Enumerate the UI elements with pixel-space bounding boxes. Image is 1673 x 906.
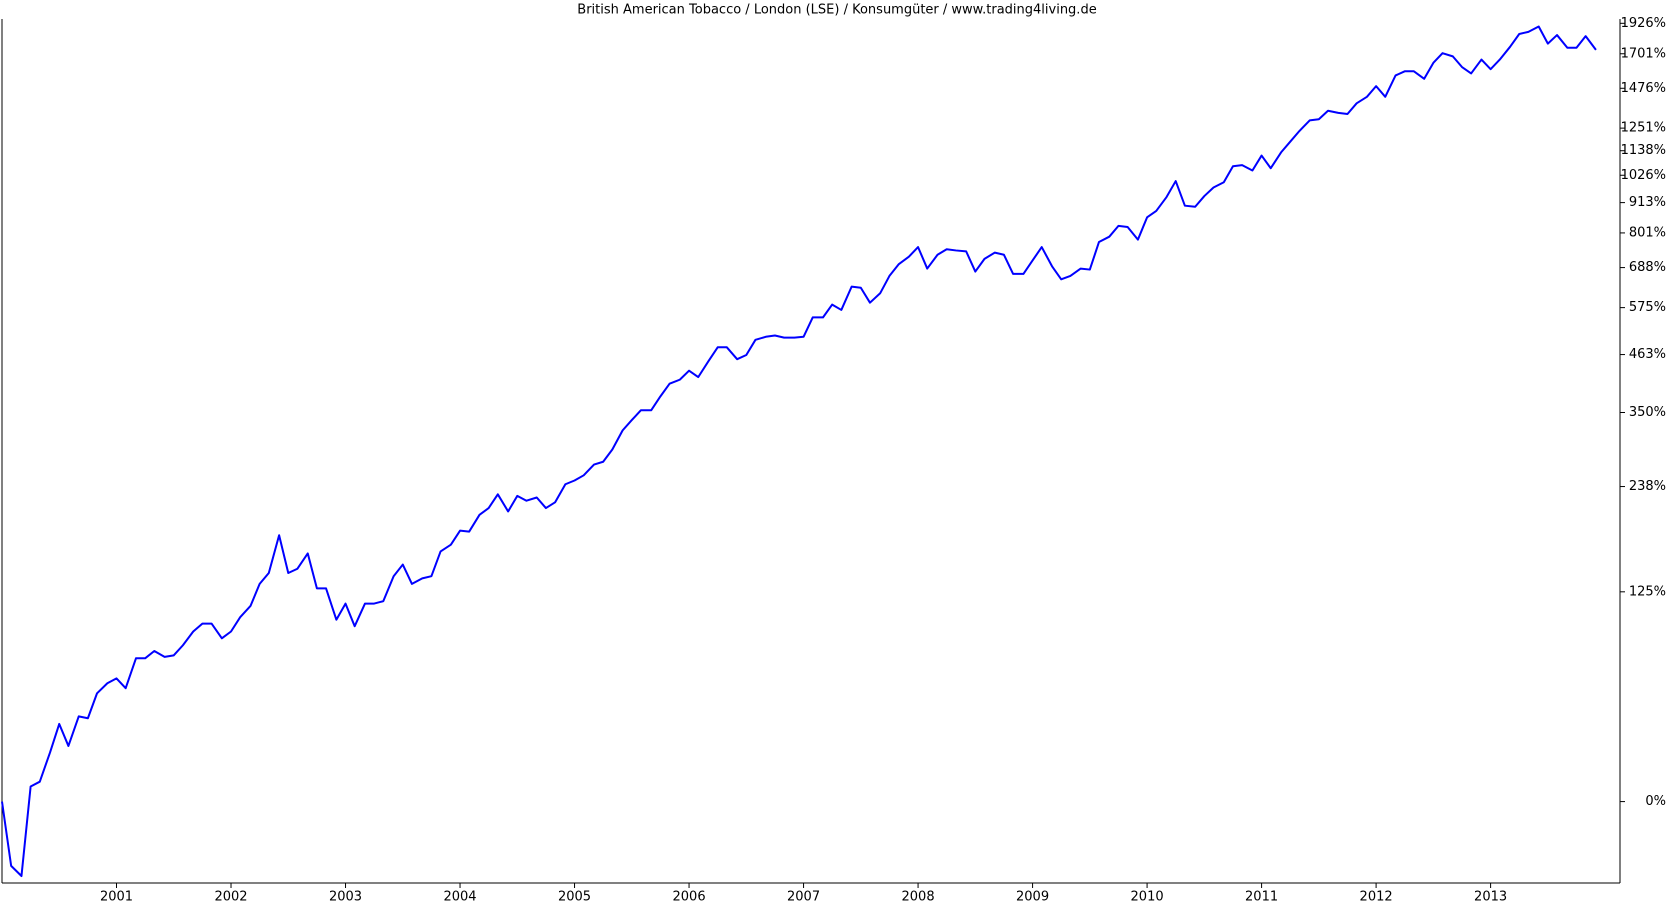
y-tick-label: 1138%	[1621, 143, 1666, 158]
x-tick-label: 2013	[1474, 890, 1507, 905]
x-tick-label: 2010	[1131, 890, 1164, 905]
x-tick-label: 2002	[214, 890, 247, 905]
y-tick-label: 688%	[1629, 260, 1666, 275]
y-tick-label: 463%	[1629, 347, 1666, 362]
y-tick-label: 575%	[1629, 300, 1666, 315]
y-tick-label: 913%	[1629, 195, 1666, 210]
x-tick-label: 2006	[673, 890, 706, 905]
y-tick-label: 125%	[1629, 584, 1666, 599]
x-tick-label: 2005	[558, 890, 591, 905]
y-tick-label: 1476%	[1621, 81, 1666, 96]
x-tick-label: 2008	[902, 890, 935, 905]
x-tick-label: 2009	[1016, 890, 1049, 905]
y-tick-label: 238%	[1629, 479, 1666, 494]
price-line	[1, 25, 1597, 878]
y-tick-label: 1251%	[1621, 121, 1666, 136]
y-tick-label: 0%	[1645, 794, 1666, 809]
x-tick-label: 2004	[443, 890, 476, 905]
y-tick-label: 1926%	[1621, 16, 1666, 31]
y-tick-label: 350%	[1629, 405, 1666, 420]
y-tick-label: 1026%	[1621, 168, 1666, 183]
x-tick-label: 2007	[787, 890, 820, 905]
x-tick-label: 2012	[1360, 890, 1393, 905]
x-tick-label: 2001	[100, 890, 133, 905]
chart-title: British American Tobacco / London (LSE) …	[577, 3, 1096, 18]
x-tick-label: 2003	[329, 890, 362, 905]
y-tick-label: 801%	[1629, 225, 1666, 240]
x-tick-label: 2011	[1245, 890, 1278, 905]
y-tick-label: 1701%	[1621, 46, 1666, 61]
